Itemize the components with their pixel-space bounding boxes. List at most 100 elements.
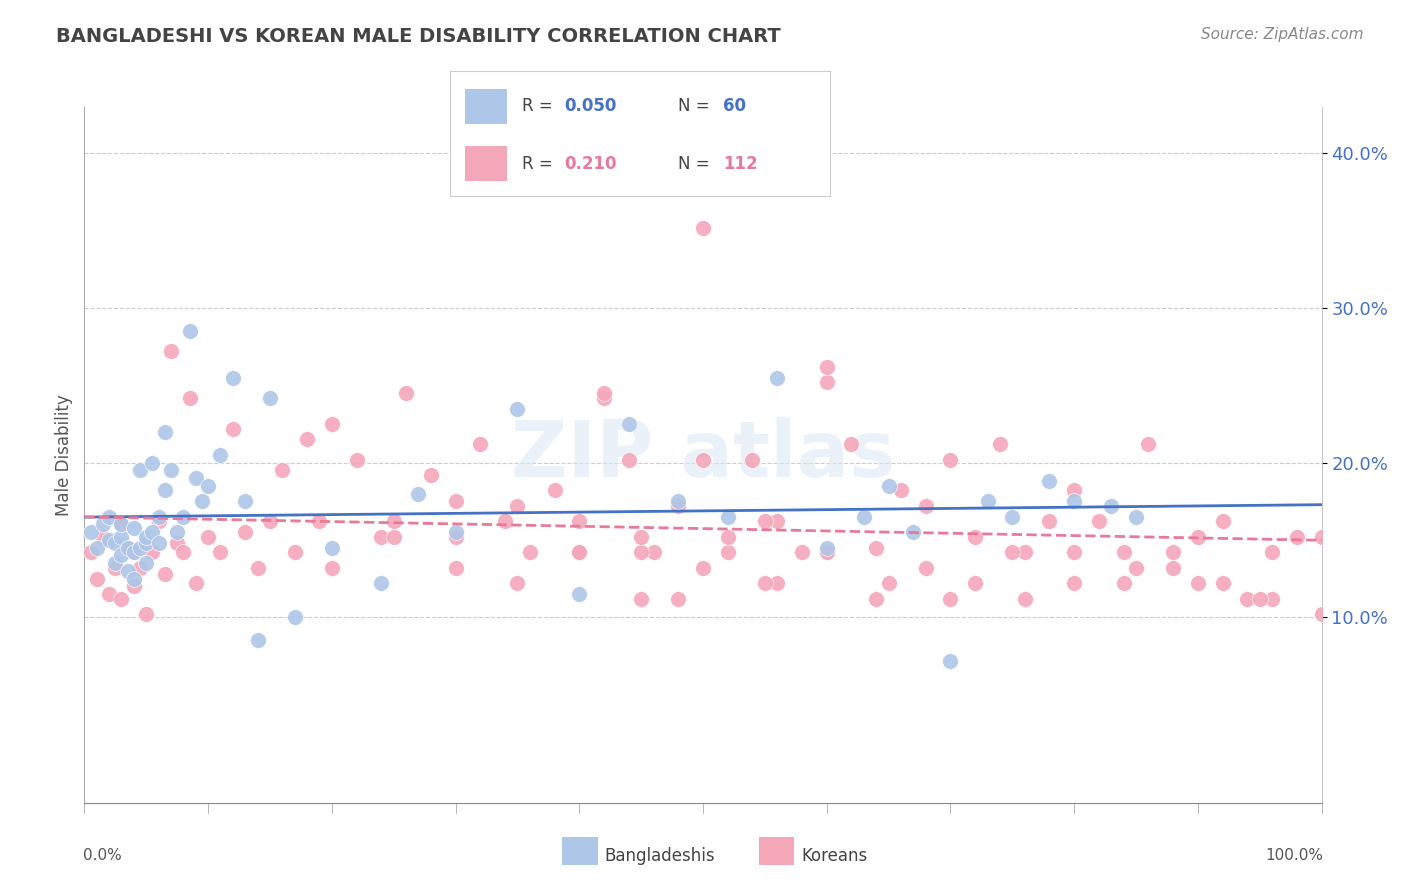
Point (179, 391, 201, 405)
Point (815, 359, 838, 374)
Bar (465, 146, 508, 181)
Point (86, 572, 108, 586)
Point (129, 463, 152, 477)
Text: 0.210: 0.210 (564, 155, 616, 173)
Point (1310, 607, 1333, 622)
Point (617, 417, 640, 431)
Text: 112: 112 (723, 155, 758, 173)
Point (135, 530, 157, 544)
Point (506, 401, 529, 416)
Point (630, 591, 652, 606)
Point (841, 437, 863, 451)
Point (506, 576, 529, 591)
Point (1236, 591, 1258, 606)
Point (98, 587, 121, 601)
Bar (465, 89, 508, 124)
Point (79, 545, 101, 559)
Point (568, 545, 591, 559)
Point (271, 463, 294, 477)
Point (395, 386, 418, 401)
Point (346, 452, 368, 467)
Point (141, 456, 163, 470)
Text: BANGLADESHI VS KOREAN MALE DISABILITY CORRELATION CHART: BANGLADESHI VS KOREAN MALE DISABILITY CO… (56, 27, 780, 45)
Point (172, 545, 194, 559)
Point (321, 561, 343, 575)
Point (222, 422, 245, 436)
Point (790, 545, 813, 559)
Point (382, 515, 405, 529)
Point (568, 587, 591, 601)
Point (568, 545, 591, 559)
Point (815, 545, 838, 559)
Text: 60: 60 (723, 97, 747, 115)
Point (519, 545, 541, 559)
Point (122, 545, 145, 559)
Text: 100.0%: 100.0% (1265, 848, 1323, 863)
Point (148, 536, 170, 550)
Point (153, 566, 176, 581)
Point (1261, 591, 1284, 606)
Point (295, 433, 318, 447)
Point (129, 541, 152, 555)
Point (209, 448, 232, 462)
Point (1001, 509, 1024, 524)
Point (122, 579, 145, 593)
Point (117, 541, 139, 555)
Point (617, 452, 640, 467)
Point (197, 530, 219, 544)
Point (1038, 474, 1060, 488)
Point (914, 561, 936, 575)
Point (370, 530, 392, 544)
Point (370, 576, 392, 591)
Point (233, 525, 256, 540)
Point (1161, 561, 1184, 575)
Point (692, 452, 714, 467)
Point (865, 541, 887, 555)
Point (815, 376, 838, 390)
Point (890, 483, 912, 498)
Point (593, 386, 616, 401)
Point (122, 572, 145, 586)
Point (643, 545, 665, 559)
Point (122, 520, 145, 534)
Point (86, 541, 108, 555)
Point (284, 610, 307, 624)
Point (939, 591, 962, 606)
Text: Source: ZipAtlas.com: Source: ZipAtlas.com (1201, 27, 1364, 42)
Point (815, 541, 838, 555)
Text: N =: N = (678, 155, 714, 173)
Point (135, 556, 157, 570)
Point (91, 517, 114, 532)
Point (717, 545, 740, 559)
Point (308, 515, 330, 529)
Point (408, 486, 430, 500)
Point (197, 479, 219, 493)
Point (754, 576, 776, 591)
Point (233, 494, 256, 508)
Point (939, 654, 962, 668)
Point (1187, 576, 1209, 591)
Point (976, 494, 998, 508)
Point (321, 541, 343, 555)
Point (321, 417, 343, 431)
Point (1285, 530, 1308, 544)
Text: N =: N = (678, 97, 714, 115)
Point (1187, 530, 1209, 544)
Point (1125, 509, 1147, 524)
Point (1212, 515, 1234, 529)
Point (122, 545, 145, 559)
Point (1088, 515, 1111, 529)
Point (246, 633, 269, 648)
Point (1014, 591, 1036, 606)
Point (1014, 545, 1036, 559)
Point (166, 525, 188, 540)
Text: R =: R = (522, 155, 558, 173)
Point (110, 530, 132, 544)
Point (470, 437, 492, 451)
Point (98, 533, 121, 547)
Point (1001, 545, 1024, 559)
Point (630, 545, 652, 559)
Point (110, 591, 132, 606)
Point (630, 530, 652, 544)
Point (184, 471, 207, 485)
